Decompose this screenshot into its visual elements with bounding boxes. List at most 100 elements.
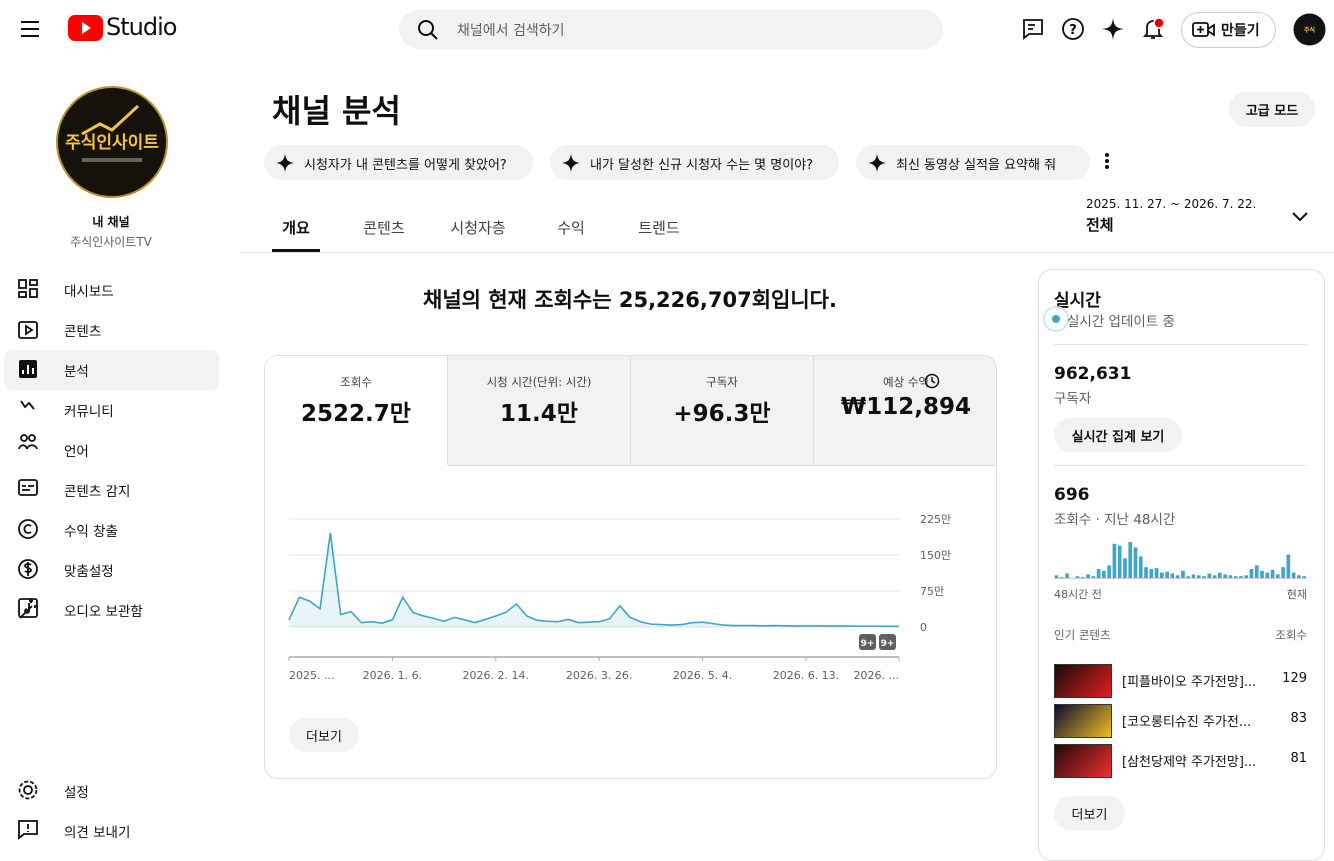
bar <box>1212 575 1217 578</box>
bar <box>1291 572 1296 578</box>
bar <box>1233 576 1238 578</box>
metric-card[interactable]: 조회수 2522.7만 <box>265 356 448 465</box>
bar <box>1281 567 1285 578</box>
sparkle-icon <box>276 154 294 172</box>
active-nav-bg <box>4 350 219 390</box>
tab[interactable]: 시청자층 <box>450 219 506 237</box>
nav-item[interactable]: 의견 보내기 <box>64 825 131 841</box>
audio-icon <box>18 598 38 618</box>
bar <box>1107 565 1111 578</box>
top-content-label: 인기 콘텐츠 <box>1054 628 1111 642</box>
top-metric-label: 조회수 <box>1275 628 1307 642</box>
thumbnail[interactable] <box>1054 704 1112 738</box>
bar <box>1181 570 1185 578</box>
content-title[interactable]: [코오롱티슈진 주가전... <box>1122 715 1252 730</box>
bar <box>1160 572 1164 578</box>
logo-text[interactable]: Studio <box>106 13 177 41</box>
bar <box>1302 576 1306 578</box>
channel-avatar[interactable]: 주식인사이트 <box>56 86 168 198</box>
suggestion-chip[interactable]: 내가 달성한 신규 시청자 수는 몇 명이야? <box>550 145 839 180</box>
nav-item[interactable]: 대시보드 <box>64 284 114 300</box>
path-shape <box>868 154 886 172</box>
date-range[interactable]: 2025. 11. 27. ~ 2026. 7. 22. <box>1086 197 1257 211</box>
nav-item[interactable]: 설정 <box>64 785 89 801</box>
period[interactable]: 전체 <box>1086 216 1114 234</box>
tab[interactable]: 수익 <box>557 219 585 237</box>
more-icon[interactable] <box>1101 150 1113 174</box>
nav-item[interactable]: 수익 창출 <box>64 524 118 540</box>
create-button[interactable] <box>1181 12 1276 48</box>
path-shape <box>81 104 140 136</box>
menu-icon[interactable] <box>20 20 40 38</box>
x-tick-label: 48시간 전 <box>1054 588 1102 601</box>
metric-card[interactable]: 시청 시간(단위: 시간) 11.4만 <box>448 356 631 466</box>
bar <box>1165 571 1169 578</box>
bar <box>1133 547 1138 578</box>
more-button[interactable]: 더보기 <box>289 718 359 752</box>
rect-shape <box>1192 22 1209 37</box>
realtime-more-button[interactable]: 더보기 <box>1054 796 1125 830</box>
nav-item[interactable]: 커뮤니티 <box>64 404 114 420</box>
nav-item[interactable]: 콘텐츠 감지 <box>64 484 131 500</box>
thumbnail[interactable] <box>1054 664 1112 698</box>
notification-icon[interactable] <box>1141 16 1167 42</box>
bar <box>1260 570 1264 578</box>
avatar-text: 주식인사이트 <box>65 133 159 153</box>
x-tick-label: 2026. 1. 6. <box>363 669 422 682</box>
path-shape <box>1102 18 1124 40</box>
tab[interactable]: 트렌드 <box>638 219 680 237</box>
bar <box>1239 576 1243 578</box>
bar <box>1117 545 1122 578</box>
nav-item[interactable]: 콘텐츠 <box>64 324 102 340</box>
content-title[interactable]: [삼천당제약 주가전망]... <box>1122 755 1257 770</box>
search-box[interactable] <box>399 10 943 49</box>
metric-card[interactable]: 예상 수익 ₩112,894 <box>814 356 996 466</box>
bar <box>1186 576 1191 578</box>
circle-shape <box>18 519 38 539</box>
bar <box>1223 574 1227 578</box>
bar <box>1297 575 1301 578</box>
logo-icon[interactable] <box>68 15 104 41</box>
create-icon <box>1192 22 1215 37</box>
feedback-icon[interactable] <box>1021 17 1045 41</box>
account-avatar[interactable]: 주식 <box>1293 13 1326 46</box>
suggestion-chip[interactable]: 최신 동영상 실적을 요약해 줘 <box>856 145 1090 180</box>
x-tick-label: 2026. 3. 26. <box>566 669 632 682</box>
content-title[interactable]: [피플바이오 주가전망]... <box>1122 675 1257 690</box>
metric-value: 11.4만 <box>500 401 578 427</box>
info-icon[interactable] <box>924 373 940 389</box>
divider <box>1054 344 1307 345</box>
x-tick-label: 2026. 5. 4. <box>673 669 732 682</box>
chip-label: 시청자가 내 콘텐츠를 어떻게 찾았어? <box>304 158 507 173</box>
sparkle-icon[interactable] <box>1101 17 1125 41</box>
dropdown-icon[interactable] <box>1291 210 1309 224</box>
bar <box>1286 554 1291 578</box>
bar <box>1149 569 1154 578</box>
bar <box>1080 577 1085 578</box>
metric-card[interactable]: 구독자 +96.3만 <box>631 356 814 466</box>
path-shape <box>23 524 32 534</box>
nav-item[interactable]: 맞춤설정 <box>64 564 114 580</box>
annotation-badge <box>879 634 896 650</box>
nav-icons <box>18 279 38 619</box>
y-tick-label: 150만 <box>920 549 951 562</box>
path-shape <box>18 820 38 840</box>
bar <box>1265 572 1270 578</box>
nav-item[interactable]: 분석 <box>64 364 89 380</box>
suggestion-chip[interactable]: 시청자가 내 콘텐츠를 어떻게 찾았어? <box>264 145 533 180</box>
tab[interactable]: 콘텐츠 <box>363 219 405 237</box>
bar <box>1144 567 1148 578</box>
nav-item[interactable]: 언어 <box>64 444 89 460</box>
help-icon[interactable]: ? <box>1061 17 1085 41</box>
bar <box>1154 568 1159 578</box>
bar <box>1123 558 1127 578</box>
bar <box>1102 570 1106 578</box>
nav-item[interactable]: 오디오 보관함 <box>64 604 143 620</box>
g-shape <box>18 279 38 619</box>
rect-shape <box>18 291 27 298</box>
tab[interactable]: 개요 <box>282 219 310 237</box>
realtime-button[interactable]: 실시간 집계 보기 <box>1054 418 1182 452</box>
bar <box>1196 575 1201 578</box>
thumbnail[interactable] <box>1054 744 1112 778</box>
advanced-mode-button[interactable]: 고급 모드 <box>1229 92 1315 127</box>
